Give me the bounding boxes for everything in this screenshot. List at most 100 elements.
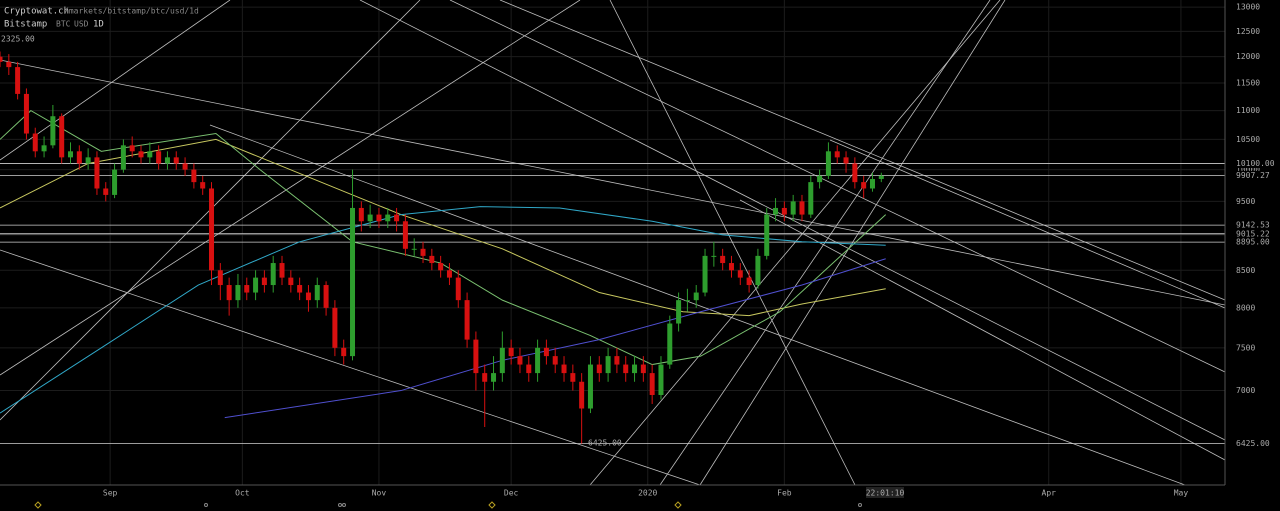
high-annotation: 2325.00 (1, 35, 35, 44)
y-tick-label: 11500 (1236, 79, 1260, 88)
candle-body (825, 151, 831, 176)
candle-body (41, 145, 47, 152)
level-label: 9142.53 (1236, 221, 1270, 230)
candle-body (217, 270, 223, 286)
plot: 7000750080008500900095001000010500110001… (0, 3, 1275, 498)
cursor-box (866, 487, 904, 498)
candle-body (367, 214, 373, 222)
candle-body (394, 214, 400, 222)
candle-body (288, 277, 294, 286)
candle-body (535, 347, 541, 374)
exchange: Bitstamp (4, 20, 47, 30)
low-annotation: 6425.00 (588, 439, 622, 448)
candle-body (200, 182, 206, 189)
x-tick-label: Oct (235, 489, 250, 498)
candle-body (358, 207, 364, 222)
candle-body (429, 255, 435, 264)
y-tick-label: 13000 (1236, 3, 1260, 12)
candle-body (420, 248, 426, 256)
moving-average (224, 258, 886, 419)
candle-body (817, 175, 823, 183)
candle-body (455, 277, 461, 301)
candle-body (473, 339, 479, 374)
candle-body (570, 373, 576, 382)
level-label: 9015.22 (1236, 229, 1270, 238)
x-tick-label: Feb (777, 489, 792, 498)
y-tick-label: 8000 (1236, 303, 1255, 312)
x-tick-label: Sep (103, 489, 118, 498)
candle-body (226, 285, 232, 301)
candle-body (869, 178, 875, 189)
candle-body (632, 364, 638, 374)
y-tick-label: 8500 (1236, 266, 1255, 275)
candle-body (843, 157, 849, 164)
y-tick-label: 10000 (1236, 165, 1260, 174)
candle-body (385, 214, 391, 222)
candle-body (508, 347, 514, 357)
level-label: 8895.00 (1236, 238, 1270, 247)
candle-body (209, 188, 215, 271)
candle-body (799, 201, 805, 215)
candle-body (790, 201, 796, 215)
candle-body (438, 263, 444, 271)
candle-body (587, 364, 593, 409)
candle-body (561, 364, 567, 374)
candle-body (746, 277, 752, 286)
candle-body (244, 285, 250, 293)
candle-body (605, 356, 611, 374)
candle-body (852, 163, 858, 183)
candle-body (491, 373, 497, 382)
candle-body (464, 300, 470, 340)
level-label-box (1233, 229, 1275, 239)
candle-body (446, 270, 452, 278)
candle-body (235, 285, 241, 301)
candle-body (878, 175, 884, 179)
candle-body (596, 364, 602, 374)
candle-body (191, 169, 197, 183)
level-label-box (1233, 158, 1275, 168)
candle-body (94, 157, 100, 189)
candle-body (579, 381, 585, 409)
candle-body (834, 151, 840, 158)
candle-body (305, 292, 311, 301)
y-tick-label: 9500 (1236, 197, 1255, 206)
candle-body (15, 67, 21, 94)
x-tick-label: Dec (504, 489, 519, 498)
level-label-box (1233, 237, 1275, 247)
candle-body (103, 188, 109, 195)
quote: USD (74, 20, 89, 29)
candle-body (59, 116, 65, 158)
level-label: 9907.27 (1236, 171, 1270, 180)
y-tick-label: 7000 (1236, 386, 1255, 395)
level-label: 10100.00 (1236, 159, 1275, 168)
candle-body (676, 300, 682, 324)
candle-body (808, 182, 814, 215)
candle-body (640, 364, 646, 374)
candle-body (147, 151, 153, 158)
candle-body (499, 347, 505, 374)
candle-body (526, 364, 532, 374)
candle-body (728, 263, 734, 271)
x-tick-label: Nov (372, 489, 387, 498)
candle-body (156, 151, 162, 164)
candle-body (623, 364, 629, 374)
candle-body (182, 163, 188, 170)
event-markers (34, 501, 862, 509)
candle-body (314, 285, 320, 301)
candle-body (781, 207, 787, 215)
interval: 1D (93, 20, 104, 30)
candle-body (261, 277, 267, 286)
y-tick-label: 7500 (1236, 343, 1255, 352)
candle-body (279, 263, 285, 278)
candle-body (129, 145, 135, 152)
candle-body (350, 207, 356, 357)
candle-body (861, 182, 867, 189)
level-label-box (1233, 170, 1275, 180)
candle-body (138, 151, 144, 158)
candle-body (332, 307, 338, 348)
candle-body (23, 93, 29, 134)
candle-body (0, 56, 3, 62)
candle-body (720, 255, 726, 264)
